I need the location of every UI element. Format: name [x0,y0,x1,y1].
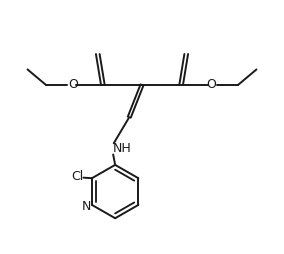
Text: N: N [82,200,91,213]
Text: O: O [68,78,78,91]
Text: NH: NH [112,141,131,154]
Text: Cl: Cl [71,170,83,183]
Text: O: O [206,78,216,91]
